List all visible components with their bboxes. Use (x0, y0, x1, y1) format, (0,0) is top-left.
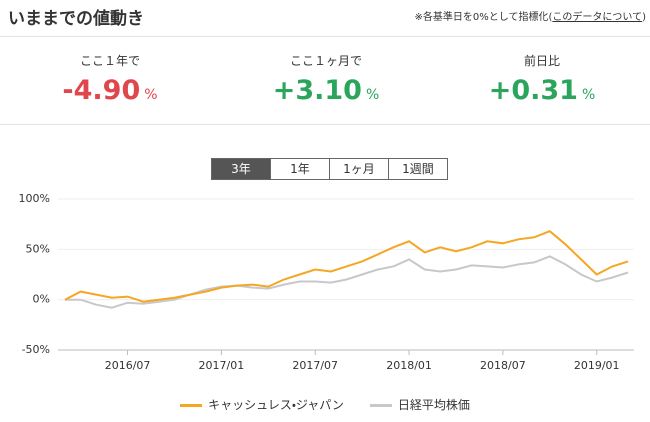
data-link[interactable]: このデータについて (552, 12, 643, 23)
legend-swatch (180, 404, 203, 407)
note-end: ) (642, 12, 646, 23)
range-tab[interactable]: 1週間 (388, 158, 448, 180)
stat-label: ここ１ヶ月で (289, 54, 362, 68)
y-tick-label: 100% (19, 192, 50, 205)
x-tick-label: 2018/01 (386, 359, 432, 372)
legend-swatch (369, 404, 392, 407)
stat-value-row: -4.90% (2, 75, 218, 106)
legend-item: キャッシュレス・ジャパン (180, 396, 344, 413)
x-tick-label: 2016/07 (105, 359, 151, 372)
divider (0, 36, 650, 37)
x-tick-label: 2019/01 (574, 359, 620, 372)
y-tick-label: 0% (33, 293, 50, 306)
y-tick-label: -50% (22, 343, 50, 356)
stat-value: +3.10 (272, 75, 362, 106)
stat: ここ１年で -4.90% (2, 52, 218, 106)
series-line (65, 255, 629, 309)
legend: キャッシュレス・ジャパン 日経平均株価 (0, 396, 650, 413)
stat-unit: % (581, 87, 596, 103)
y-tick-label: 50% (26, 242, 50, 255)
stat-value: -4.90 (62, 75, 141, 106)
note-text: ※各基準日を0%として指標化( (414, 12, 553, 23)
range-tab[interactable]: 1年 (270, 158, 330, 180)
stat: 前日比 +0.31% (434, 52, 650, 106)
stat-unit: % (365, 87, 380, 103)
divider (0, 124, 650, 125)
series-line (64, 230, 629, 303)
range-tabs: 3年 1年 1ヶ月 1週間 (211, 158, 448, 180)
page-title: いままでの値動き (8, 9, 144, 29)
stat-value-row: +3.10% (218, 75, 434, 106)
stat-label: ここ１年で (79, 54, 140, 68)
note: ※各基準日を0%として指標化(このデータについて) (415, 8, 646, 23)
stat-value-row: +0.31% (434, 75, 650, 106)
stat: ここ１ヶ月で +3.10% (218, 52, 434, 106)
stat-unit: % (144, 87, 158, 103)
x-tick-label: 2017/01 (199, 359, 245, 372)
x-tick-label: 2018/07 (480, 359, 526, 372)
legend-label: 日経平均株価 (397, 398, 470, 412)
x-tick-label: 2017/07 (292, 359, 338, 372)
range-tab[interactable]: 1ヶ月 (329, 158, 389, 180)
stat-label: 前日比 (523, 54, 560, 68)
legend-item: 日経平均株価 (369, 396, 470, 413)
stat-value: +0.31 (488, 75, 578, 106)
legend-label: キャッシュレス・ジャパン (208, 398, 344, 412)
